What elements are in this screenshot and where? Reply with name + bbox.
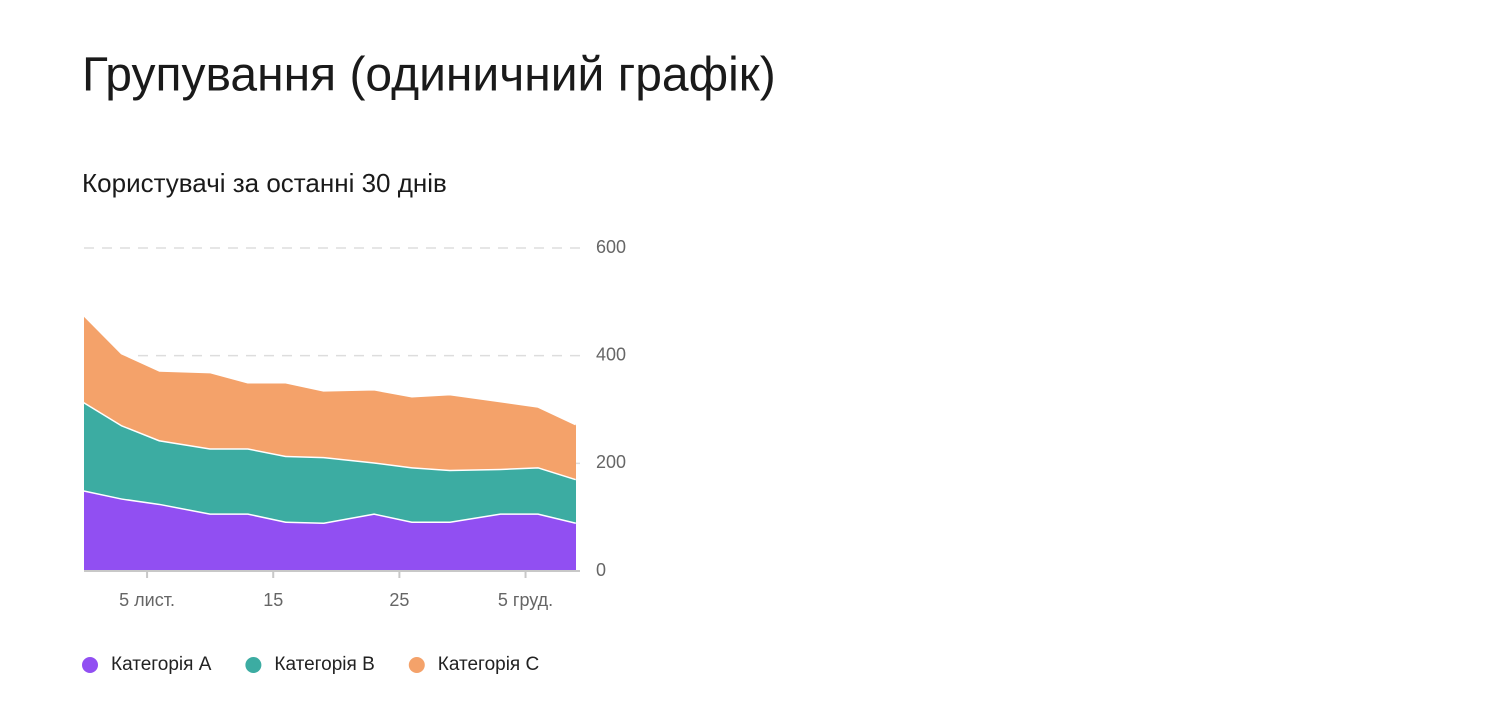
y-tick-label: 200 — [596, 452, 626, 472]
legend-swatch — [82, 657, 98, 673]
legend-label: Категорія A — [111, 654, 212, 675]
x-tick-label: 5 груд. — [498, 590, 553, 610]
y-tick-label: 600 — [596, 237, 626, 257]
area — [84, 314, 576, 479]
area-edge — [82, 313, 577, 426]
x-tick-label: 15 — [263, 590, 283, 610]
chart-title: Користувачі за останні 30 днів — [82, 168, 447, 198]
legend-swatch — [245, 657, 262, 673]
legend-label: Категорія B — [274, 654, 374, 675]
area — [84, 401, 576, 523]
x-tick-label: 25 — [389, 590, 409, 610]
area — [84, 490, 576, 571]
page-title: Групування (одиничний графік) — [82, 49, 776, 102]
legend-swatch — [408, 657, 425, 673]
y-tick-label: 0 — [596, 560, 606, 580]
y-tick-label: 400 — [596, 344, 626, 364]
x-tick-label: 5 лист. — [119, 590, 175, 610]
legend-label: Категорія C — [438, 654, 539, 675]
